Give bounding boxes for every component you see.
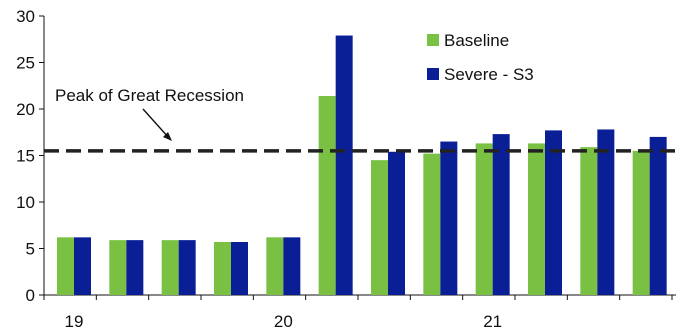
bar-baseline <box>318 95 336 295</box>
y-tick-label: 5 <box>26 240 35 259</box>
bar-baseline <box>266 237 284 295</box>
y-axis: 0 5 10 15 20 25 30 <box>16 7 45 305</box>
y-tick-label: 0 <box>26 286 35 305</box>
reference-line-label: Peak of Great Recession <box>55 86 244 105</box>
x-axis: 19 20 21 <box>43 294 676 331</box>
y-tick-label: 20 <box>16 100 35 119</box>
bar-severe-s3 <box>335 35 353 295</box>
bars <box>57 35 667 295</box>
bar-baseline <box>528 143 545 295</box>
bar-severe-s3 <box>388 151 405 295</box>
bar-baseline <box>214 241 231 295</box>
bar-severe-s3 <box>440 141 458 295</box>
bar-severe-s3 <box>126 240 144 295</box>
bar-baseline <box>109 240 127 295</box>
x-tick-label: 21 <box>483 312 502 331</box>
bar-severe-s3 <box>74 237 91 295</box>
legend-swatch <box>427 68 439 80</box>
bar-baseline <box>57 237 74 295</box>
legend-label: Baseline <box>444 31 509 50</box>
annotation-arrowhead <box>163 132 172 141</box>
bar-severe-s3 <box>597 129 615 295</box>
legend: Baseline Severe - S3 <box>427 31 534 84</box>
bar-severe-s3 <box>178 240 196 295</box>
bar-baseline <box>580 147 598 295</box>
bar-severe-s3 <box>492 134 510 295</box>
y-tick-label: 15 <box>16 147 35 166</box>
bar-severe-s3 <box>649 136 667 295</box>
bar-baseline <box>475 143 493 295</box>
y-tick-label: 25 <box>16 54 35 73</box>
annotation: Peak of Great Recession <box>55 86 244 141</box>
bar-severe-s3 <box>231 241 248 295</box>
bar-severe-s3 <box>283 237 301 295</box>
legend-label: Severe - S3 <box>444 65 534 84</box>
bar-baseline <box>423 153 441 295</box>
bar-baseline <box>161 240 179 295</box>
bar-baseline <box>371 160 388 295</box>
bar-severe-s3 <box>545 130 562 295</box>
x-tick-label: 19 <box>65 312 84 331</box>
y-tick-label: 30 <box>16 7 35 26</box>
y-tick-label: 10 <box>16 193 35 212</box>
bar-baseline <box>632 150 650 295</box>
annotation-arrow <box>142 108 170 139</box>
x-tick-label: 20 <box>274 312 293 331</box>
legend-swatch <box>427 34 439 46</box>
